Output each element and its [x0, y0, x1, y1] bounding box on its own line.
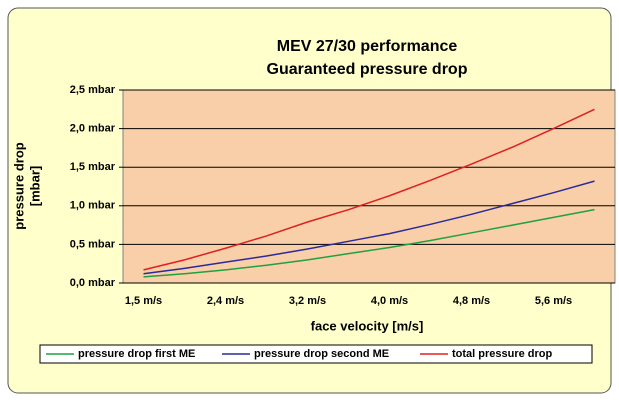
y-axis-label: pressure drop — [11, 142, 26, 229]
legend-label: pressure drop second ME — [254, 348, 389, 360]
legend-box — [39, 344, 593, 364]
x-tick-label: 1,5 m/s — [125, 295, 162, 307]
x-axis-label: face velocity [m/s] — [311, 318, 424, 333]
series-line — [143, 108, 595, 271]
x-tick-label: 3,2 m/s — [289, 295, 326, 307]
x-tick-label: 4,8 m/s — [453, 295, 490, 307]
y-tick-label: 0,5 mbar — [70, 238, 116, 250]
y-axis-label: [mbar] — [27, 166, 42, 206]
y-tick-label: 0,0 mbar — [70, 277, 116, 289]
series-line — [143, 180, 595, 275]
legend-label: total pressure drop — [452, 348, 553, 360]
y-tick-label: 2,0 mbar — [70, 123, 116, 135]
y-tick-label: 2,5 mbar — [70, 84, 116, 96]
x-tick-label: 5,6 m/s — [535, 295, 572, 307]
x-tick-label: 4,0 m/s — [371, 295, 408, 307]
legend-label: pressure drop first ME — [78, 348, 195, 360]
y-tick-label: 1,0 mbar — [70, 200, 116, 212]
series-line — [143, 208, 595, 278]
x-tick-label: 2,4 m/s — [207, 295, 244, 307]
plot-area — [122, 89, 616, 284]
chart-subtitle: Guaranteed pressure drop — [267, 61, 468, 78]
chart-title: MEV 27/30 performance — [277, 38, 458, 55]
y-tick-label: 1,5 mbar — [70, 161, 116, 173]
